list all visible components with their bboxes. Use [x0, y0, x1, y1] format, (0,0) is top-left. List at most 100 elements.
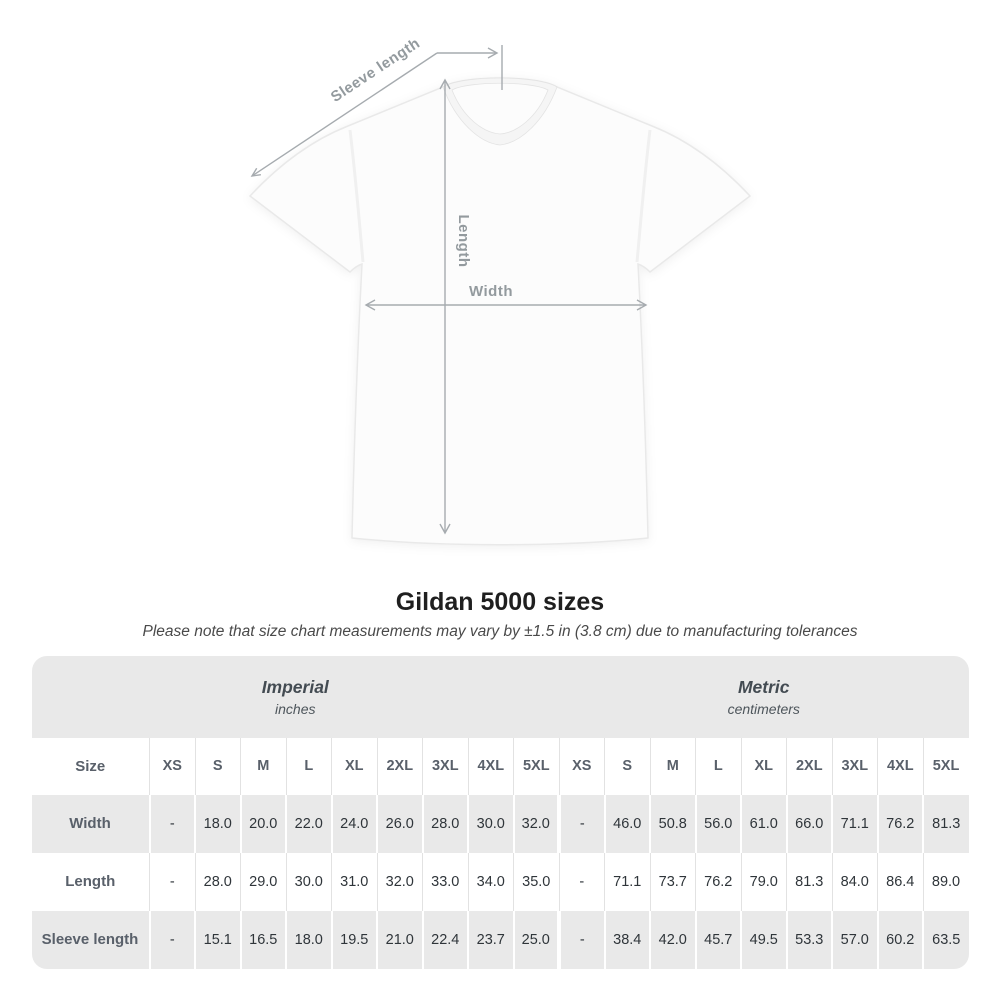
table-cell: -: [557, 910, 605, 969]
table-cell: 84.0: [831, 852, 878, 911]
table-row-length: Length - 28.0 29.0 30.0 31.0 32.0 33.0 3…: [32, 852, 969, 911]
table-cell: -: [557, 794, 605, 853]
table-cell: 24.0: [330, 794, 377, 853]
length-arrow: [439, 78, 451, 535]
table-cell: 32.0: [512, 794, 559, 853]
metric-header: Metric centimeters: [559, 656, 968, 738]
size-col-header: 3XL: [422, 737, 468, 795]
table-cell: 20.0: [239, 794, 286, 853]
imperial-title: Imperial: [261, 676, 329, 697]
size-col-header: 4XL: [467, 737, 514, 795]
size-col-header: M: [240, 737, 286, 795]
length-label: Length: [455, 215, 472, 268]
width-arrow: [364, 299, 648, 311]
table-cell: 66.0: [785, 794, 832, 853]
table-cell: 45.7: [694, 910, 741, 969]
table-cell: -: [558, 852, 605, 911]
table-cell: 19.5: [330, 910, 377, 969]
size-col-header: S: [194, 737, 241, 795]
table-cell: 71.1: [831, 794, 878, 853]
table-cell: 81.3: [786, 852, 832, 911]
size-col-header: XL: [331, 737, 377, 795]
size-col-header: 5XL: [513, 737, 559, 795]
table-cell: 25.0: [512, 910, 559, 969]
table-cell: 31.0: [331, 852, 377, 911]
table-cell: 26.0: [376, 794, 423, 853]
table-cell: 63.5: [922, 910, 969, 969]
table-cell: 61.0: [740, 794, 787, 853]
size-table: Imperial inches Metric centimeters Size …: [31, 655, 969, 969]
table-cell: 76.2: [876, 794, 923, 853]
table-cell: 22.0: [285, 794, 332, 853]
table-cell: 38.4: [603, 910, 650, 969]
sleeve-length-arrow: [250, 45, 503, 177]
table-cell: 60.2: [876, 910, 923, 969]
size-col-header: 2XL: [376, 737, 423, 795]
row-label: Length: [65, 873, 116, 891]
table-cell: 79.0: [740, 852, 787, 911]
table-cell: 23.7: [467, 910, 514, 969]
table-cell: 81.3: [922, 794, 969, 853]
tshirt-graphic: [248, 77, 752, 546]
table-cell: 28.0: [194, 852, 241, 911]
imperial-unit: inches: [275, 700, 316, 717]
table-cell: 53.3: [785, 910, 832, 969]
table-cell: 86.4: [877, 852, 923, 911]
table-cell: 56.0: [694, 794, 741, 853]
table-cell: 42.0: [649, 910, 696, 969]
size-guide-page: Sleeve length Length Width Gildan 5000 s…: [31, 35, 969, 969]
table-cell: 73.7: [649, 852, 696, 911]
table-cell: 76.2: [695, 852, 741, 911]
sleeve-length-label: Sleeve length: [328, 35, 423, 106]
table-row-width: Width - 18.0 20.0 22.0 24.0 26.0 28.0 30…: [31, 794, 969, 853]
table-cell: 15.1: [194, 910, 241, 969]
table-cell: 28.0: [421, 794, 468, 853]
width-label: Width: [469, 283, 513, 300]
table-cell: -: [148, 794, 195, 853]
page-title: Gildan 5000 sizes: [395, 588, 605, 616]
collar: [442, 77, 558, 146]
size-col-header: XS: [558, 737, 605, 795]
table-cell: 50.8: [649, 794, 696, 853]
table-cell: 32.0: [376, 852, 423, 911]
table-cell: 35.0: [513, 852, 559, 911]
table-cell: 21.0: [376, 910, 423, 969]
size-table-grid: Size XS S M L XL 2XL 3XL 4XL 5XL XS S M …: [31, 737, 969, 969]
table-cell: -: [148, 910, 195, 969]
table-cell: 22.4: [421, 910, 468, 969]
size-col-header: L: [695, 737, 741, 795]
row-label: Width: [69, 815, 111, 833]
table-cell: 29.0: [240, 852, 286, 911]
unit-header: Imperial inches Metric centimeters: [31, 655, 969, 738]
size-col-header: 4XL: [877, 737, 923, 795]
table-cell: 18.0: [285, 910, 332, 969]
table-cell: 16.5: [239, 910, 286, 969]
table-cell: 18.0: [194, 794, 241, 853]
size-col-header: S: [604, 737, 650, 795]
right-sleeve-seam: [635, 129, 652, 263]
size-col-header: M: [649, 737, 696, 795]
table-cell: 30.0: [467, 794, 514, 853]
size-col-header: XL: [740, 737, 787, 795]
table-cell: 46.0: [603, 794, 650, 853]
table-row-sleeve-length: Sleeve length - 15.1 16.5 18.0 19.5 21.0…: [31, 910, 969, 969]
size-col-header: L: [285, 737, 332, 795]
table-cell: 49.5: [740, 910, 787, 969]
size-col-header: 3XL: [831, 737, 878, 795]
tshirt-measurement-diagram: Sleeve length Length Width: [248, 35, 752, 546]
size-column-header: Size: [75, 757, 106, 775]
table-cell: 33.0: [422, 852, 468, 911]
imperial-header: Imperial inches: [32, 656, 560, 738]
size-header-row: Size XS S M L XL 2XL 3XL 4XL 5XL XS S M …: [32, 737, 969, 795]
size-col-header: 5XL: [922, 737, 969, 795]
table-cell: 71.1: [604, 852, 650, 911]
row-label: Sleeve length: [41, 931, 139, 949]
table-cell: -: [149, 852, 195, 911]
table-cell: 89.0: [922, 852, 969, 911]
size-col-header: XS: [149, 737, 195, 795]
tolerance-note: Please note that size chart measurements…: [142, 622, 858, 640]
table-cell: 34.0: [467, 852, 514, 911]
metric-unit: centimeters: [727, 700, 800, 717]
left-sleeve-seam: [348, 129, 365, 263]
metric-title: Metric: [737, 676, 790, 697]
